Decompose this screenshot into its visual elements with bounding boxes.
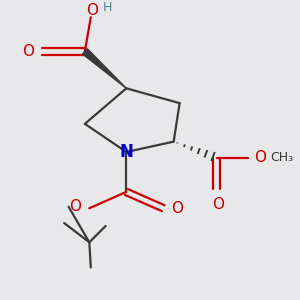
Text: O: O [86, 3, 98, 18]
Text: O: O [212, 197, 224, 212]
Text: N: N [119, 143, 133, 161]
Polygon shape [82, 49, 126, 88]
Text: O: O [22, 44, 34, 59]
Text: O: O [254, 150, 266, 165]
Text: CH₃: CH₃ [270, 152, 293, 164]
Text: H: H [102, 1, 112, 14]
Text: O: O [69, 199, 81, 214]
Text: O: O [172, 201, 184, 216]
